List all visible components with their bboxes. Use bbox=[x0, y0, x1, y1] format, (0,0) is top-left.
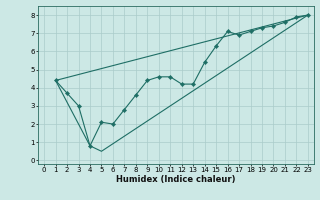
X-axis label: Humidex (Indice chaleur): Humidex (Indice chaleur) bbox=[116, 175, 236, 184]
